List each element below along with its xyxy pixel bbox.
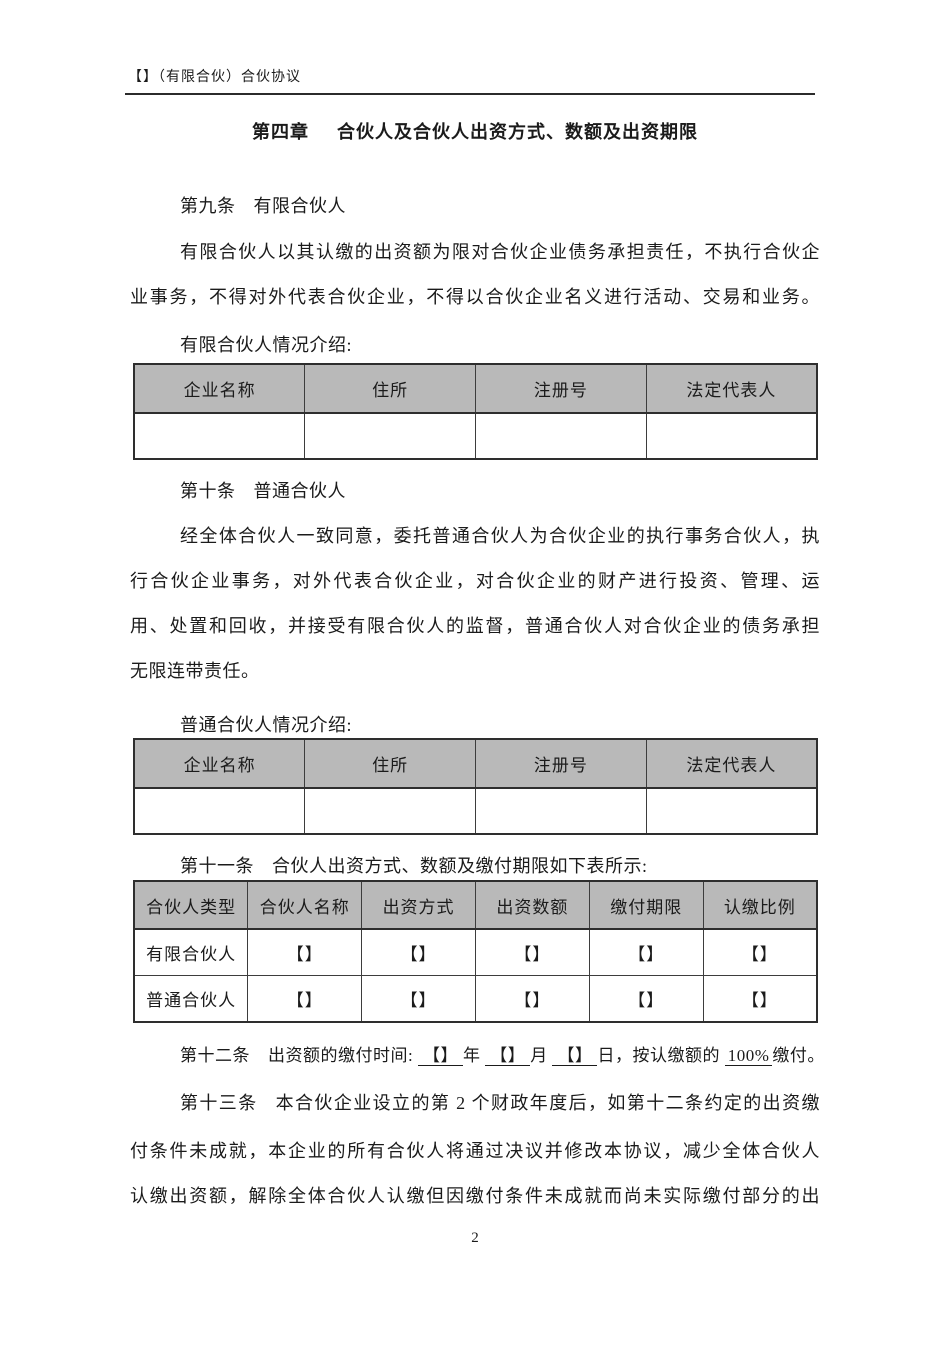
percentage-value: 100% (724, 1046, 773, 1066)
column-header-legal-representative: 法定代表人 (645, 738, 818, 789)
article-10-label: 第十条 (180, 481, 236, 501)
article-10-body-line: 经全体合伙人一致同意，委托普通合伙人为合伙企业的执行事务合伙人，执 (180, 526, 820, 546)
article-10-body-line: 用、处置和回收，并接受有限合伙人的监督，普通合伙人对合伙企业的债务承担 (130, 616, 820, 636)
placeholder-cell: 【】 (361, 928, 476, 976)
empty-cell (304, 787, 476, 835)
chapter-title: 合伙人及合伙人出资方式、数额及出资期限 (337, 122, 698, 142)
contribution-table: 合伙人类型 合伙人名称 出资方式 出资数额 缴付期限 认缴比例 有限合伙人 【】… (133, 880, 818, 1023)
header-rule (125, 93, 815, 95)
page-number: 2 (471, 1230, 479, 1246)
table-header-row: 企业名称 住所 注册号 法定代表人 (133, 738, 818, 789)
empty-cell (475, 787, 647, 835)
table-row (133, 787, 818, 835)
article-12-text: 缴付。 (772, 1046, 825, 1065)
article-12-label: 第十二条 (180, 1046, 250, 1065)
placeholder-cell: 【】 (361, 975, 476, 1023)
article-9-heading: 第九条 有限合伙人 (180, 194, 346, 218)
chapter-heading: 第四章 合伙人及合伙人出资方式、数额及出资期限 (130, 118, 820, 144)
table-row-limited-partner: 有限合伙人 【】 【】 【】 【】 【】 (133, 928, 818, 976)
general-partner-table: 企业名称 住所 注册号 法定代表人 (133, 738, 818, 835)
empty-cell (304, 412, 476, 460)
blank-day-field: 【】 (552, 1046, 598, 1066)
column-header-payment-term: 缴付期限 (588, 880, 704, 930)
partner-type-cell: 普通合伙人 (133, 975, 249, 1023)
running-header-title: 【】（有限合伙）合伙协议 (128, 70, 301, 85)
article-13-first-line: 第十三条 本合伙企业设立的第 2 个财政年度后，如第十二条约定的出资缴 (130, 1091, 820, 1115)
empty-cell (133, 787, 306, 835)
empty-cell (645, 787, 818, 835)
article-12-text: 年 (462, 1046, 486, 1065)
article-10-heading: 第十条 普通合伙人 (180, 479, 346, 503)
article-13-text: 本合伙企业设立的第 2 个财政年度后，如第十二条约定的出资缴 (275, 1093, 820, 1113)
table-header-row: 合伙人类型 合伙人名称 出资方式 出资数额 缴付期限 认缴比例 (133, 880, 818, 930)
column-header-company-name: 企业名称 (133, 738, 306, 789)
column-header-partner-name: 合伙人名称 (247, 880, 363, 930)
table-row (133, 412, 818, 460)
blank-year-field: 【】 (417, 1046, 463, 1066)
limited-partner-intro-label: 有限合伙人情况介绍: (180, 335, 353, 355)
placeholder-cell: 【】 (702, 928, 818, 976)
article-11-label: 第十一条 (180, 856, 254, 876)
column-header-registration-no: 注册号 (475, 363, 647, 414)
column-header-address: 住所 (304, 363, 476, 414)
limited-partner-table: 企业名称 住所 注册号 法定代表人 (133, 363, 818, 460)
article-12-text: 月 (530, 1046, 553, 1065)
column-header-registration-no: 注册号 (475, 738, 647, 789)
column-header-contribution-amount: 出资数额 (474, 880, 590, 930)
article-12-line: 第十二条 出资额的缴付时间: 【】年 【】月 【】 日，按认缴额的 100% 缴付。 (180, 1044, 825, 1068)
article-10-body-line: 无限连带责任。 (130, 661, 260, 681)
placeholder-cell: 【】 (588, 928, 704, 976)
article-12-text: 日，按认缴额的 (597, 1046, 725, 1065)
general-partner-intro-label: 普通合伙人情况介绍: (180, 715, 353, 735)
table-header-row: 企业名称 住所 注册号 法定代表人 (133, 363, 818, 414)
article-13-label: 第十三条 (180, 1093, 258, 1113)
column-header-partner-type: 合伙人类型 (133, 880, 249, 930)
chapter-label: 第四章 (252, 122, 309, 142)
article-9-label: 第九条 (180, 196, 236, 216)
column-header-address: 住所 (304, 738, 476, 789)
article-9-body-line: 有限合伙人以其认缴的出资额为限对合伙企业债务承担责任，不执行合伙企 (180, 242, 820, 262)
placeholder-cell: 【】 (247, 975, 363, 1023)
placeholder-cell: 【】 (702, 975, 818, 1023)
article-9-body-line: 业事务，不得对外代表合伙企业，不得以合伙企业名义进行活动、交易和业务。 (130, 287, 820, 307)
article-10-title: 普通合伙人 (253, 481, 346, 501)
article-11-title: 合伙人出资方式、数额及缴付期限如下表所示: (272, 856, 648, 876)
empty-cell (645, 412, 818, 460)
article-9-title: 有限合伙人 (253, 196, 346, 216)
article-13-body-line: 认缴出资额，解除全体合伙人认缴但因缴付条件未成就而尚未实际缴付部分的出 (130, 1186, 820, 1206)
empty-cell (133, 412, 306, 460)
blank-month-field: 【】 (485, 1046, 531, 1066)
column-header-contribution-method: 出资方式 (361, 880, 476, 930)
placeholder-cell: 【】 (474, 928, 590, 976)
placeholder-cell: 【】 (588, 975, 704, 1023)
article-11-heading: 第十一条 合伙人出资方式、数额及缴付期限如下表所示: (180, 854, 648, 878)
partner-type-cell: 有限合伙人 (133, 928, 249, 976)
article-10-body-line: 行合伙企业事务，对外代表合伙企业，对合伙企业的财产进行投资、管理、运 (130, 571, 820, 591)
placeholder-cell: 【】 (474, 975, 590, 1023)
article-12-text: 出资额的缴付时间: (268, 1046, 418, 1065)
placeholder-cell: 【】 (247, 928, 363, 976)
column-header-company-name: 企业名称 (133, 363, 306, 414)
column-header-legal-representative: 法定代表人 (645, 363, 818, 414)
empty-cell (475, 412, 647, 460)
column-header-subscription-ratio: 认缴比例 (702, 880, 818, 930)
article-13-body-line: 付条件未成就，本企业的所有合伙人将通过决议并修改本协议，减少全体合伙人 (130, 1141, 820, 1161)
table-row-general-partner: 普通合伙人 【】 【】 【】 【】 【】 (133, 975, 818, 1023)
